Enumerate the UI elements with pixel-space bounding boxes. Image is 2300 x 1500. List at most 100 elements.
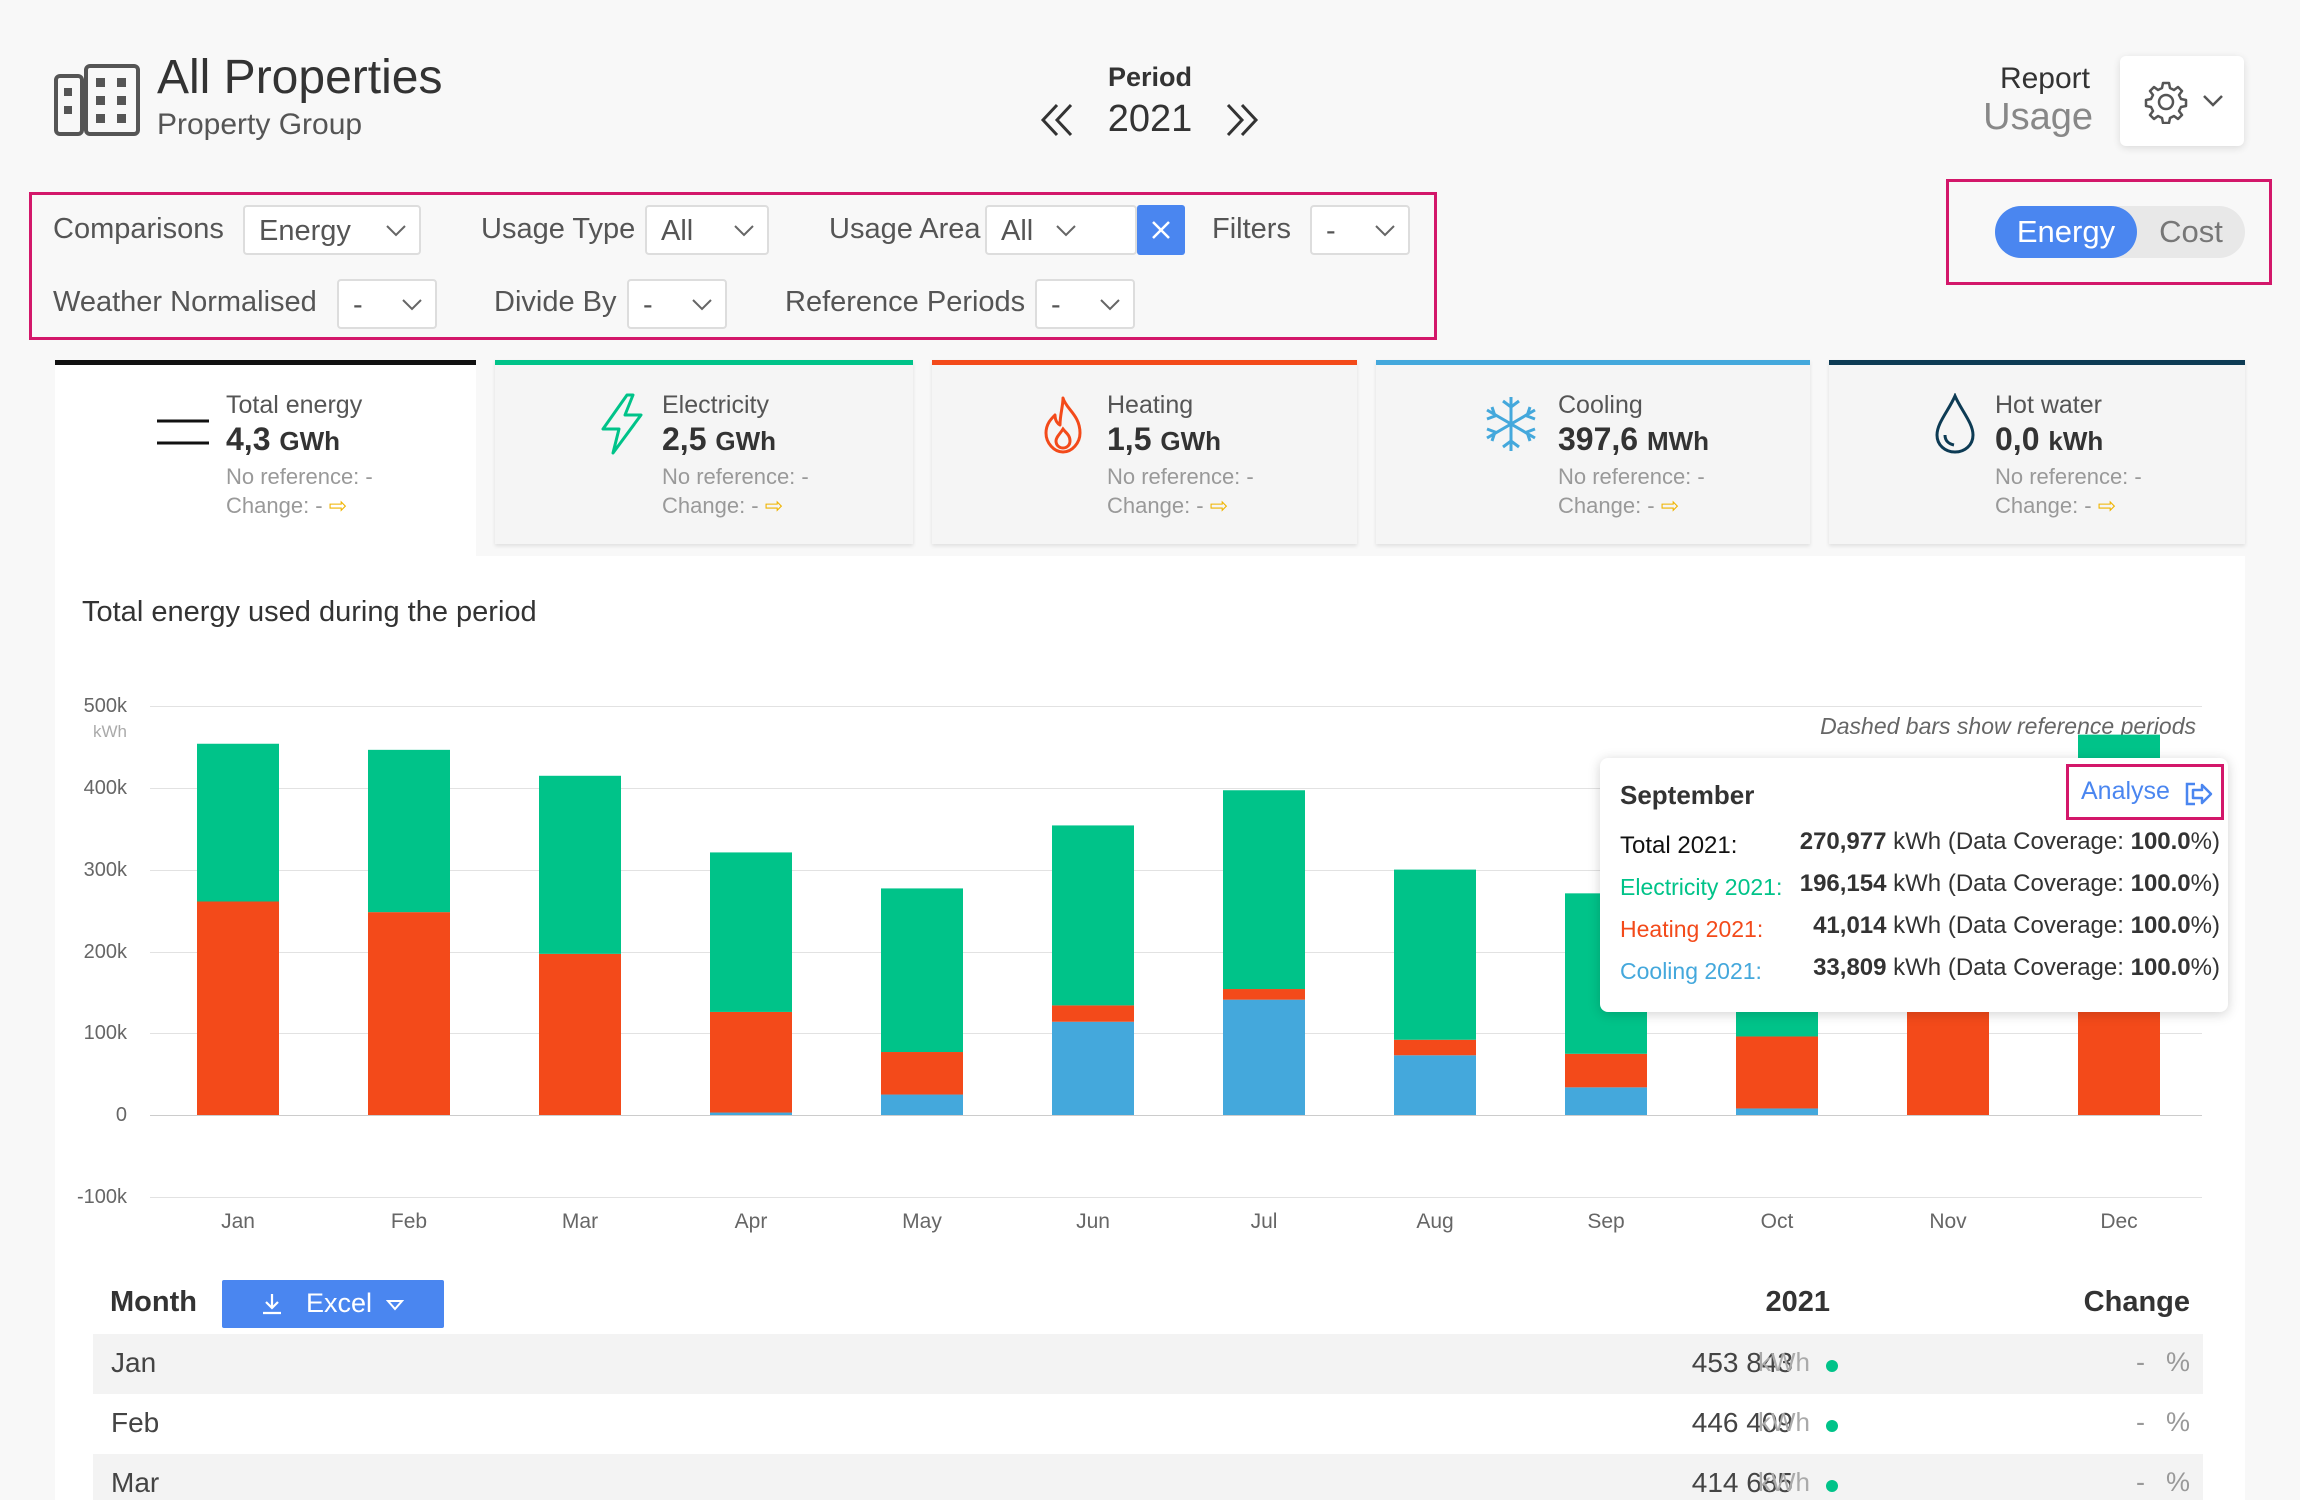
tooltip-value-number: 41,014: [1813, 912, 1887, 939]
table-year-header: 2021: [1765, 1286, 1830, 1318]
card-hot-water[interactable]: Hot water 0,0 kWh No reference: - Change…: [1829, 360, 2245, 544]
zero-line: [150, 1115, 2202, 1116]
chart-tooltip: September Analyse Total 2021: 270,977 kW…: [1600, 758, 2228, 1012]
chart-title: Total energy used during the period: [82, 596, 537, 628]
gridline: [150, 788, 2202, 789]
analyse-button[interactable]: Analyse: [2066, 764, 2224, 820]
y-tick-label: 400k: [83, 777, 127, 799]
energy-cost-toggle-box: Energy Cost: [1946, 179, 2272, 285]
period-next-icon[interactable]: [1220, 95, 1264, 145]
tooltip-pct: %): [2190, 912, 2220, 939]
usage-type-select[interactable]: All: [645, 205, 769, 255]
card-name: Cooling: [1558, 391, 1643, 419]
tooltip-value-unit: kWh (Data Coverage:: [1893, 870, 2124, 897]
card-total-energy[interactable]: Total energy 4,3 GWh No reference: - Cha…: [55, 360, 476, 560]
card-change: Change: - ⇨: [662, 493, 783, 519]
flame-icon: [1044, 396, 1082, 454]
row-month: Feb: [111, 1407, 160, 1438]
y-tick-label: 300k: [83, 859, 127, 881]
row-value: 414 685: [1691, 1467, 1793, 1498]
settings-button[interactable]: [2120, 56, 2244, 146]
card-value-unit: MWh: [1646, 426, 1710, 456]
tooltip-pct: %): [2190, 828, 2220, 855]
x-tick-label: Aug: [1416, 1210, 1454, 1233]
report-value: Usage: [1983, 96, 2093, 138]
page-title: All Properties: [157, 51, 443, 104]
tooltip-value-number: 196,154: [1799, 870, 1887, 897]
coverage-dot: [1826, 1420, 1838, 1432]
download-icon: [263, 1294, 281, 1315]
y-tick-label: 200k: [83, 941, 127, 963]
card-change: Change: - ⇨: [1995, 493, 2116, 519]
card-heating[interactable]: Heating 1,5 GWh No reference: - Change: …: [932, 360, 1357, 544]
tooltip-row-value: 33,809 kWh (Data Coverage: 100.0%): [1813, 954, 2220, 982]
y-tick-label: -100k: [76, 1186, 127, 1208]
comparisons-select[interactable]: Energy: [243, 205, 421, 255]
card-electricity[interactable]: Electricity 2,5 GWh No reference: - Chan…: [495, 360, 913, 544]
usage-area-value: All: [1001, 215, 1034, 247]
card-cooling[interactable]: Cooling 397,6 MWh No reference: - Change…: [1376, 360, 1810, 544]
y-tick-label: 500k: [83, 695, 127, 717]
chevron-down-icon: [734, 225, 754, 237]
y-tick-label: 100k: [83, 1022, 127, 1044]
usage-area-clear-button[interactable]: [1137, 205, 1185, 255]
x-tick-label: Dec: [2100, 1210, 2138, 1233]
reference-periods-value: -: [1051, 289, 1061, 321]
comparisons-value: Energy: [259, 215, 351, 247]
row-unit: kWh: [1758, 1347, 1810, 1377]
card-change-text: Change: -: [226, 493, 323, 518]
card-reference: No reference: -: [1107, 464, 1254, 489]
card-value: 0,0 kWh: [1995, 421, 2103, 458]
period-prev-icon[interactable]: [1035, 95, 1079, 145]
snowflake-icon: [1486, 397, 1536, 451]
card-name: Electricity: [662, 391, 769, 419]
tooltip-row-label: Electricity 2021:: [1620, 874, 1783, 900]
tooltip-row-label: Cooling 2021:: [1620, 958, 1762, 984]
tooltip-pct: %): [2190, 870, 2220, 897]
usage-type-value: All: [661, 215, 694, 247]
tooltip-value-unit: kWh (Data Coverage:: [1893, 828, 2124, 855]
usage-area-select[interactable]: All: [985, 205, 1137, 255]
card-change: Change: - ⇨: [1558, 493, 1679, 519]
tooltip-coverage: 100.0: [2130, 828, 2191, 855]
toggle-energy[interactable]: Energy: [1995, 206, 2137, 258]
tooltip-coverage: 100.0: [2130, 870, 2191, 897]
toggle-cost[interactable]: Cost: [2159, 214, 2223, 249]
tooltip-row-value: 270,977 kWh (Data Coverage: 100.0%): [1800, 828, 2220, 856]
card-value-number: 4,3: [226, 421, 271, 457]
row-value: 453 843: [1691, 1347, 1793, 1378]
table-change-header: Change: [2083, 1286, 2190, 1318]
weather-normalised-select[interactable]: -: [337, 279, 437, 329]
gridline: [150, 1033, 2202, 1034]
gridline: [150, 1197, 2202, 1198]
row-change: -: [2136, 1467, 2145, 1497]
excel-export-button[interactable]: Excel: [222, 1280, 444, 1328]
filters-select[interactable]: -: [1310, 205, 1410, 255]
excel-label: Excel: [306, 1288, 373, 1318]
total-energy-icon: [157, 419, 209, 445]
card-value: 2,5 GWh: [662, 421, 776, 458]
arrow-right-icon: ⇨: [764, 493, 784, 518]
divide-by-value: -: [643, 289, 653, 321]
x-tick-label: Feb: [390, 1210, 428, 1233]
x-tick-label: Apr: [734, 1210, 768, 1233]
tooltip-row-label: Total 2021:: [1620, 832, 1738, 859]
card-change-text: Change: -: [662, 493, 759, 518]
tooltip-row-value: 196,154 kWh (Data Coverage: 100.0%): [1800, 870, 2220, 898]
chevron-down-icon: [386, 225, 406, 237]
tooltip-value-number: 270,977: [1799, 828, 1887, 855]
table-row: Feb 446 409 kWh - %: [93, 1394, 2203, 1454]
divide-by-select[interactable]: -: [627, 279, 727, 329]
lightning-icon: [601, 393, 643, 455]
usage-type-label: Usage Type: [481, 213, 636, 245]
weather-normalised-label: Weather Normalised: [53, 286, 317, 318]
card-value-number: 1,5: [1107, 421, 1152, 457]
arrow-right-icon: ⇨: [1209, 493, 1229, 518]
tooltip-row-heating: Heating 2021: 41,014 kWh (Data Coverage:…: [1620, 912, 2220, 948]
row-change: -: [2136, 1347, 2145, 1377]
energy-cost-toggle[interactable]: Energy Cost: [1995, 206, 2245, 258]
caret-down-icon: [386, 1300, 404, 1311]
reference-periods-select[interactable]: -: [1035, 279, 1135, 329]
tooltip-value-unit: kWh (Data Coverage:: [1893, 912, 2124, 939]
tooltip-coverage: 100.0: [2130, 954, 2191, 981]
